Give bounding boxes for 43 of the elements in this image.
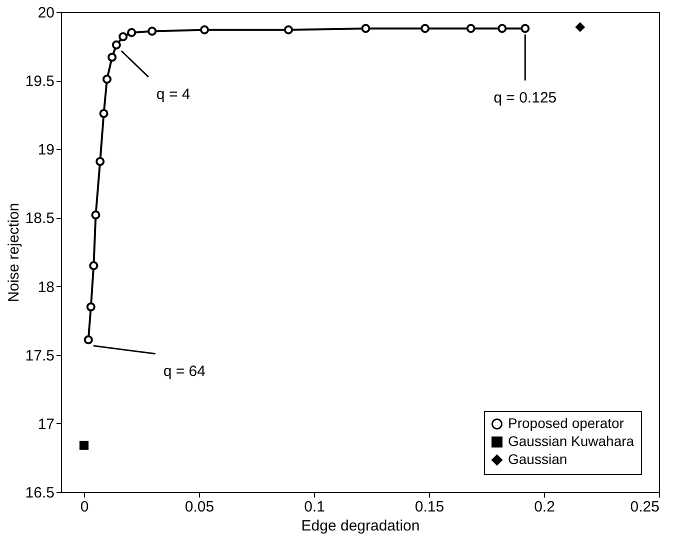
legend-label: Proposed operator bbox=[508, 415, 624, 431]
point bbox=[127, 28, 136, 38]
y-tick-label: 19.5 bbox=[25, 73, 54, 90]
x-tick-label: 0.2 bbox=[534, 498, 555, 516]
annotation: q = 64 bbox=[163, 362, 206, 380]
legend-label: Gaussian Kuwahara bbox=[508, 433, 634, 449]
x-tick-label: 0.1 bbox=[304, 498, 325, 516]
x-tick-label: 0 bbox=[80, 498, 89, 516]
y-axis-title: Noise rejection bbox=[5, 202, 22, 302]
annotation: q = 0.125 bbox=[494, 89, 557, 106]
y-tick-label: 17 bbox=[38, 416, 54, 433]
point bbox=[466, 24, 476, 33]
point bbox=[84, 335, 93, 344]
x-tick-label: 0.05 bbox=[184, 498, 214, 516]
y-tick-label: 20 bbox=[38, 4, 54, 22]
x-axis-title: Edge degradation bbox=[301, 518, 420, 534]
point bbox=[102, 74, 112, 84]
y-tick-label: 18 bbox=[38, 278, 54, 296]
point bbox=[99, 108, 108, 118]
x-tick-label: 0.25 bbox=[630, 498, 660, 516]
y-tick-label: 19 bbox=[38, 142, 54, 159]
point bbox=[576, 22, 585, 32]
point bbox=[200, 25, 210, 34]
legend-label: Gaussian bbox=[508, 451, 568, 467]
point bbox=[498, 24, 507, 33]
point bbox=[284, 25, 294, 34]
point bbox=[96, 156, 105, 166]
y-tick-label: 16.5 bbox=[25, 484, 54, 502]
point bbox=[148, 26, 157, 36]
point bbox=[79, 440, 89, 450]
y-tick-label: 17.5 bbox=[25, 347, 54, 364]
point bbox=[91, 210, 100, 220]
point bbox=[112, 40, 121, 50]
point bbox=[89, 261, 98, 270]
point bbox=[520, 24, 530, 33]
point bbox=[420, 24, 430, 33]
point bbox=[361, 24, 370, 33]
annotation: q = 4 bbox=[156, 86, 190, 103]
point bbox=[86, 302, 96, 312]
y-tick-label: 18.5 bbox=[25, 210, 54, 228]
point bbox=[108, 52, 117, 62]
point bbox=[118, 32, 128, 42]
x-tick-label: 0.15 bbox=[414, 498, 444, 516]
